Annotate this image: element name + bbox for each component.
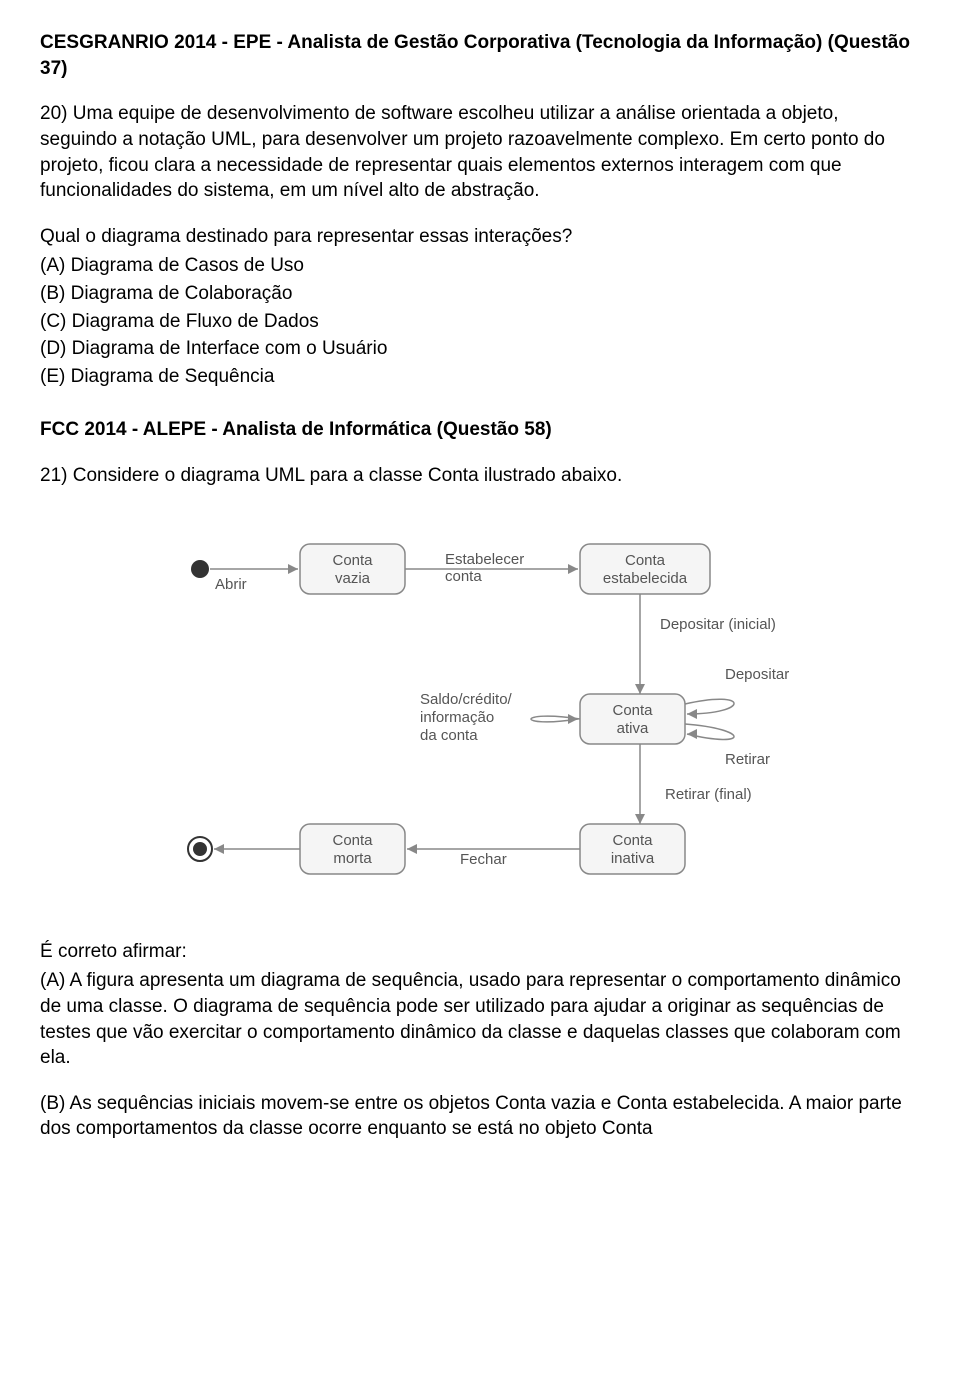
svg-text:vazia: vazia: [335, 570, 371, 587]
q1-sub: Qual o diagrama destinado para represent…: [40, 224, 920, 250]
svg-text:conta: conta: [445, 568, 482, 585]
q2-intro: É correto afirmar:: [40, 939, 920, 965]
q1-option-c: (C) Diagrama de Fluxo de Dados: [40, 309, 920, 335]
svg-text:Abrir: Abrir: [215, 576, 247, 593]
svg-text:morta: morta: [333, 850, 372, 867]
svg-text:ativa: ativa: [617, 720, 649, 737]
q1-options: (A) Diagrama de Casos de Uso (B) Diagram…: [40, 253, 920, 389]
svg-text:inativa: inativa: [611, 850, 655, 867]
svg-text:informação: informação: [420, 709, 494, 726]
svg-text:da conta: da conta: [420, 727, 478, 744]
svg-text:Conta: Conta: [625, 552, 666, 569]
q1-header: CESGRANRIO 2014 - EPE - Analista de Gest…: [40, 30, 920, 81]
q2-stem: 21) Considere o diagrama UML para a clas…: [40, 463, 920, 489]
q2-option-b: (B) As sequências iniciais movem-se entr…: [40, 1091, 920, 1142]
svg-text:Conta: Conta: [332, 552, 373, 569]
svg-text:Estabelecer: Estabelecer: [445, 551, 524, 568]
svg-text:Conta: Conta: [612, 832, 653, 849]
svg-text:Conta: Conta: [332, 832, 373, 849]
q1-option-a: (A) Diagrama de Casos de Uso: [40, 253, 920, 279]
q2-option-a: (A) A figura apresenta um diagrama de se…: [40, 968, 920, 1071]
svg-text:Retirar (final): Retirar (final): [665, 786, 752, 803]
svg-text:Saldo/crédito/: Saldo/crédito/: [420, 691, 513, 708]
svg-text:estabelecida: estabelecida: [603, 570, 688, 587]
svg-text:Depositar: Depositar: [725, 666, 789, 683]
svg-text:Conta: Conta: [612, 702, 653, 719]
q1-option-d: (D) Diagrama de Interface com o Usuário: [40, 336, 920, 362]
q1-option-b: (B) Diagrama de Colaboração: [40, 281, 920, 307]
svg-text:Fechar: Fechar: [460, 851, 507, 868]
svg-text:Depositar (inicial): Depositar (inicial): [660, 616, 776, 633]
uml-state-diagram: Abrir Estabelecerconta Depositar (inicial)…: [40, 519, 920, 899]
q1-stem: 20) Uma equipe de desenvolvimento de sof…: [40, 101, 920, 204]
q2-header: FCC 2014 - ALEPE - Analista de Informáti…: [40, 417, 920, 443]
q1-option-e: (E) Diagrama de Sequência: [40, 364, 920, 390]
svg-text:Retirar: Retirar: [725, 751, 770, 768]
